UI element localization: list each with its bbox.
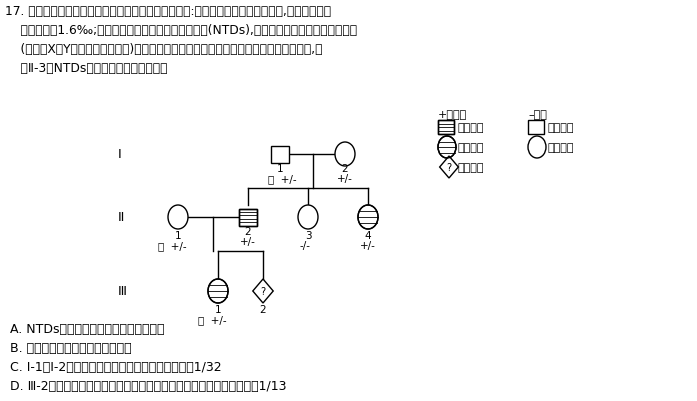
Text: 1: 1 — [175, 231, 181, 241]
Text: 1: 1 — [277, 164, 283, 174]
Text: 2: 2 — [260, 304, 266, 314]
Ellipse shape — [358, 205, 378, 229]
Text: Ⅲ: Ⅲ — [118, 285, 127, 298]
Text: +未突变: +未突变 — [438, 110, 467, 120]
Bar — [438, 121, 454, 135]
Text: 1: 1 — [215, 304, 222, 314]
Text: –突变: –突变 — [528, 110, 547, 120]
Text: Ⅱ: Ⅱ — [118, 211, 124, 224]
Bar — [239, 209, 257, 226]
Ellipse shape — [298, 205, 318, 229]
Text: C. Ⅰ-1和Ⅰ-2生育一个上述两病均患的女儿的概率是1/32: C. Ⅰ-1和Ⅰ-2生育一个上述两病均患的女儿的概率是1/32 — [10, 360, 222, 373]
Text: 中Ⅱ-3患NTDs。下列有关分析正确的是: 中Ⅱ-3患NTDs。下列有关分析正确的是 — [5, 62, 167, 75]
Text: +/-: +/- — [360, 241, 376, 250]
Text: 乙  +/-: 乙 +/- — [198, 314, 227, 324]
Text: 4: 4 — [365, 231, 372, 241]
Polygon shape — [253, 279, 273, 303]
Text: B. 甲基因发生的突变属于隐性突变: B. 甲基因发生的突变属于隐性突变 — [10, 341, 132, 354]
Text: 乙  +/-: 乙 +/- — [158, 241, 187, 250]
Text: 2: 2 — [245, 227, 252, 237]
Text: 女性耳聋: 女性耳聋 — [457, 143, 484, 153]
Ellipse shape — [335, 143, 355, 166]
Text: 性别未知: 性别未知 — [457, 162, 484, 172]
Text: ?: ? — [447, 162, 452, 172]
Text: -/-: -/- — [300, 241, 311, 250]
Bar — [528, 121, 544, 135]
Text: (不考虑X、Y染色体的同源区段)。某家系患先天性耳聋情况及乙基因检测结果如图所示,其: (不考虑X、Y染色体的同源区段)。某家系患先天性耳聋情况及乙基因检测结果如图所示… — [5, 43, 323, 56]
Text: 正常男性: 正常男性 — [547, 123, 574, 133]
Bar — [271, 146, 289, 163]
Ellipse shape — [168, 205, 188, 229]
Text: 发病率约为1.6‰;乙基因突变可导致胎儿神经管缺陷(NTDs),甲、乙基因位于非同源染色体上: 发病率约为1.6‰;乙基因突变可导致胎儿神经管缺陷(NTDs),甲、乙基因位于非… — [5, 24, 357, 37]
Polygon shape — [440, 157, 459, 178]
Text: +/-: +/- — [240, 237, 256, 247]
Text: 乙  +/-: 乙 +/- — [268, 174, 297, 184]
Text: +/-: +/- — [337, 174, 353, 184]
Ellipse shape — [208, 279, 228, 303]
Bar — [438, 121, 454, 135]
Text: Ⅰ: Ⅰ — [118, 148, 122, 161]
Text: 男性耳聋: 男性耳聋 — [457, 123, 484, 133]
Text: A. NTDs的遗传方式是常染色体隐性遗传: A. NTDs的遗传方式是常染色体隐性遗传 — [10, 322, 164, 335]
Text: 正常女性: 正常女性 — [547, 143, 574, 153]
Text: D. Ⅲ-2与人群中某正常异性婚配生育一个上述先天性耳聋儿子的概率是1/13: D. Ⅲ-2与人群中某正常异性婚配生育一个上述先天性耳聋儿子的概率是1/13 — [10, 379, 286, 392]
Bar — [239, 209, 257, 226]
Text: 2: 2 — [342, 164, 348, 174]
Text: 3: 3 — [305, 231, 312, 241]
Ellipse shape — [528, 137, 546, 159]
Ellipse shape — [438, 137, 456, 159]
Text: ?: ? — [261, 286, 266, 296]
Text: 17. 研究人员发现某家系中的甲、乙两个基因存在突变:甲基因突变可致先天性耳聋,其在人群中的: 17. 研究人员发现某家系中的甲、乙两个基因存在突变:甲基因突变可致先天性耳聋,… — [5, 5, 331, 18]
